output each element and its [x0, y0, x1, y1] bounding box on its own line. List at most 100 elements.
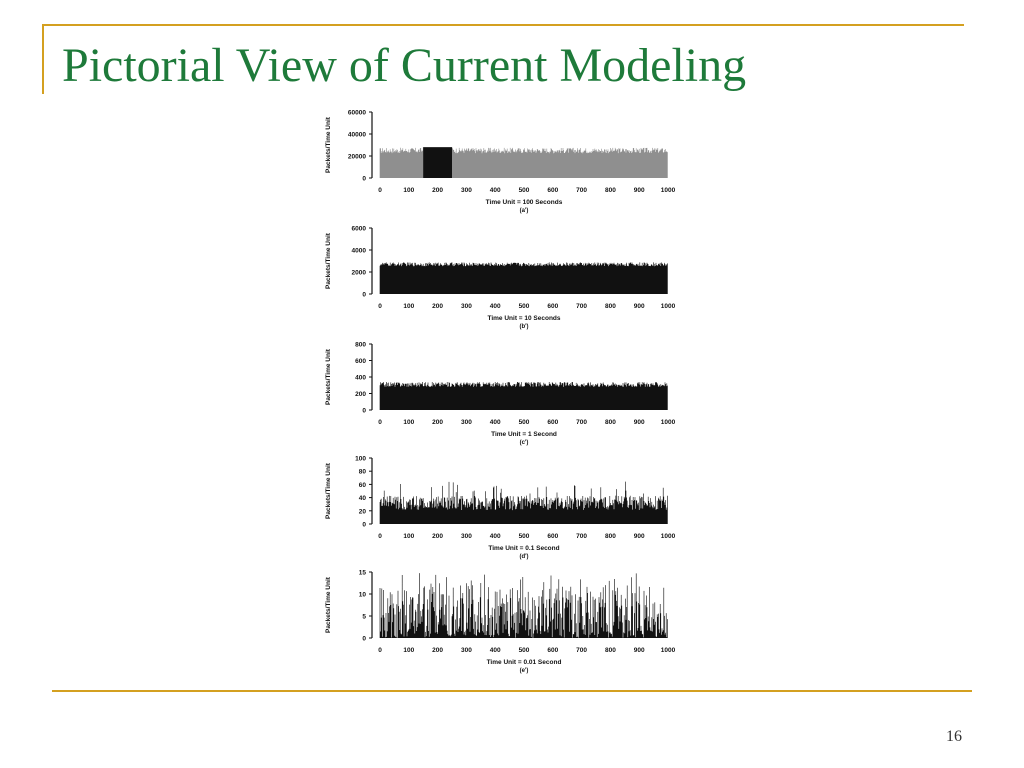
x-tick-label: 800	[605, 419, 616, 426]
x-tick-label: 100	[403, 187, 414, 194]
y-tick-label: 6000	[352, 226, 367, 233]
panel-label: (c')	[520, 440, 529, 446]
top-rule	[42, 24, 964, 26]
y-tick-label: 10	[359, 592, 367, 599]
y-tick-label: 20	[359, 508, 367, 515]
panel-label: (d')	[519, 554, 528, 560]
bar-series	[379, 481, 668, 524]
x-tick-label: 300	[461, 533, 472, 540]
bottom-rule	[52, 690, 972, 692]
y-tick-label: 20000	[348, 154, 366, 161]
y-tick-label: 600	[355, 358, 366, 365]
x-tick-label: 600	[547, 533, 558, 540]
y-tick-label: 800	[355, 342, 366, 349]
x-tick-label: 800	[605, 533, 616, 540]
y-tick-label: 80	[359, 469, 367, 476]
panel-label: (e')	[520, 668, 529, 674]
x-tick-label: 800	[605, 303, 616, 310]
y-axis-label: Packets/Time Unit	[325, 576, 332, 633]
x-tick-label: 1000	[661, 533, 676, 540]
panel-label: (a')	[520, 208, 529, 214]
y-tick-label: 400	[355, 375, 366, 382]
x-tick-label: 0	[378, 303, 382, 310]
page-number: 16	[946, 728, 962, 745]
x-tick-label: 400	[490, 647, 501, 654]
x-tick-label: 0	[378, 533, 382, 540]
x-tick-label: 500	[519, 419, 530, 426]
y-tick-label: 0	[362, 176, 366, 183]
y-axis-label: Packets/Time Unit	[325, 462, 332, 519]
y-axis-label: Packets/Time Unit	[325, 116, 332, 173]
x-tick-label: 400	[490, 419, 501, 426]
x-tick-label: 200	[432, 647, 443, 654]
chart-panel-a: 0 20000 40000 60000 Packets/Time Unit 0 100 200…	[325, 110, 676, 215]
x-tick-label: 900	[634, 533, 645, 540]
x-tick-label: 400	[490, 187, 501, 194]
x-tick-label: 500	[519, 647, 530, 654]
slide-title: Pictorial View of Current Modeling	[62, 39, 747, 92]
x-tick-label: 200	[432, 303, 443, 310]
x-tick-label: 200	[432, 533, 443, 540]
x-axis-label: Time Unit = 100 Seconds	[486, 199, 563, 206]
x-tick-label: 300	[461, 303, 472, 310]
x-tick-label: 300	[461, 187, 472, 194]
x-tick-label: 500	[519, 187, 530, 194]
x-tick-label: 400	[490, 533, 501, 540]
x-tick-label: 700	[576, 187, 587, 194]
y-tick-label: 15	[359, 570, 367, 577]
y-axis-label: Packets/Time Unit	[325, 232, 332, 289]
x-axis-label: Time Unit = 0.1 Second	[488, 545, 559, 552]
y-tick-label: 0	[362, 636, 366, 643]
chart-panel-e: 0 5 10 15 Packets/Time Unit 0 100 200 300 400 500 6…	[325, 570, 676, 675]
x-tick-label: 1000	[661, 647, 676, 654]
x-axis-label: Time Unit = 10 Seconds	[487, 315, 560, 322]
x-tick-label: 1000	[661, 187, 676, 194]
x-tick-label: 100	[403, 647, 414, 654]
chart-panel-d: 0 20 40 60 80 100 Packets/Time Unit 0 100 200 300 4…	[325, 456, 676, 561]
y-tick-label: 2000	[352, 270, 367, 277]
y-tick-label: 200	[355, 391, 366, 398]
left-rule	[42, 24, 44, 94]
x-tick-label: 800	[605, 187, 616, 194]
x-tick-label: 1000	[661, 419, 676, 426]
x-tick-label: 400	[490, 303, 501, 310]
x-tick-label: 1000	[661, 303, 676, 310]
y-tick-label: 4000	[352, 248, 367, 255]
x-tick-label: 800	[605, 647, 616, 654]
y-tick-label: 60000	[348, 110, 366, 117]
traffic-figure: 0 20000 40000 60000 Packets/Time Unit 0 100 200…	[300, 106, 692, 686]
x-tick-label: 100	[403, 303, 414, 310]
x-tick-label: 900	[634, 187, 645, 194]
x-tick-label: 700	[576, 647, 587, 654]
x-tick-label: 900	[634, 303, 645, 310]
x-tick-label: 300	[461, 419, 472, 426]
x-tick-label: 700	[576, 533, 587, 540]
burst-block	[423, 147, 452, 178]
y-tick-label: 0	[362, 292, 366, 299]
x-tick-label: 700	[576, 419, 587, 426]
x-tick-label: 700	[576, 303, 587, 310]
x-tick-label: 100	[403, 533, 414, 540]
x-tick-label: 200	[432, 419, 443, 426]
x-tick-label: 500	[519, 533, 530, 540]
y-axis-label: Packets/Time Unit	[325, 348, 332, 405]
x-tick-label: 600	[547, 187, 558, 194]
y-tick-label: 60	[359, 482, 367, 489]
y-tick-label: 40000	[348, 132, 366, 139]
x-axis-label: Time Unit = 1 Second	[491, 431, 557, 438]
x-axis-label: Time Unit = 0.01 Second	[487, 659, 562, 666]
panel-label: (b')	[519, 324, 528, 330]
y-tick-label: 0	[362, 408, 366, 415]
x-tick-label: 200	[432, 187, 443, 194]
x-tick-label: 900	[634, 647, 645, 654]
x-tick-label: 500	[519, 303, 530, 310]
x-tick-label: 0	[378, 419, 382, 426]
x-tick-label: 600	[547, 647, 558, 654]
bar-series	[379, 262, 668, 294]
chart-panel-c: 0 200 400 600 800 Packets/Time Unit 0 100 200 300…	[325, 342, 676, 447]
x-tick-label: 600	[547, 303, 558, 310]
y-tick-label: 100	[355, 456, 366, 463]
x-tick-label: 900	[634, 419, 645, 426]
chart-panel-b: 0 2000 4000 6000 Packets/Time Unit 0 100 200 300…	[325, 226, 676, 331]
